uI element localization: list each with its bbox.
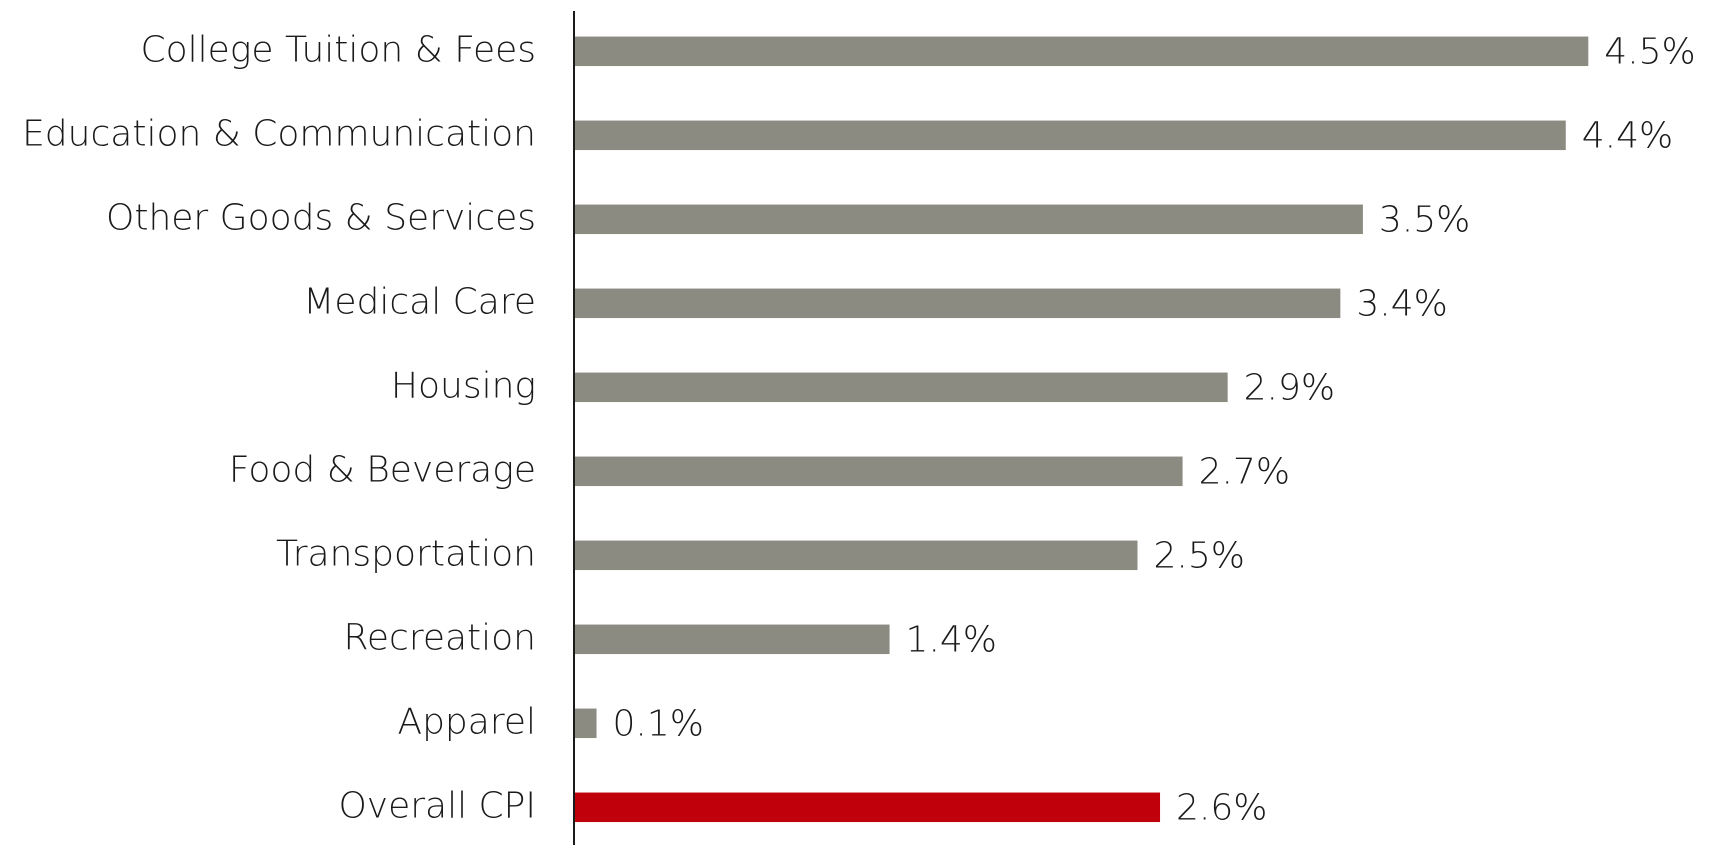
bar xyxy=(574,36,1589,67)
value-label: 4.4% xyxy=(1582,115,1673,156)
category-label: Transportation xyxy=(276,533,536,574)
category-label: Other Goods & Services xyxy=(106,197,536,238)
category-label: College Tuition & Fees xyxy=(140,29,536,70)
bar xyxy=(574,624,890,655)
category-label: Housing xyxy=(391,365,536,406)
value-label: 3.5% xyxy=(1379,199,1470,240)
category-label: Apparel xyxy=(397,701,536,742)
value-label: 2.7% xyxy=(1199,451,1290,492)
bar xyxy=(574,204,1363,235)
bar xyxy=(574,288,1341,319)
category-label: Medical Care xyxy=(303,281,536,322)
value-label: 3.4% xyxy=(1356,283,1447,324)
bar xyxy=(574,120,1566,151)
bar xyxy=(574,708,597,739)
category-label: Food & Beverage xyxy=(229,449,536,490)
category-label: Recreation xyxy=(343,617,536,658)
bar xyxy=(574,540,1138,571)
value-label: 2.5% xyxy=(1154,535,1245,576)
value-label: 2.6% xyxy=(1176,787,1267,828)
bar xyxy=(574,792,1161,823)
value-label: 4.5% xyxy=(1604,31,1695,72)
category-label: Overall CPI xyxy=(338,785,536,826)
bar xyxy=(574,456,1183,487)
value-label: 0.1% xyxy=(613,703,704,744)
bar xyxy=(574,372,1228,403)
value-label: 1.4% xyxy=(906,619,997,660)
category-label: Education & Communication xyxy=(22,113,536,154)
value-label: 2.9% xyxy=(1244,367,1335,408)
